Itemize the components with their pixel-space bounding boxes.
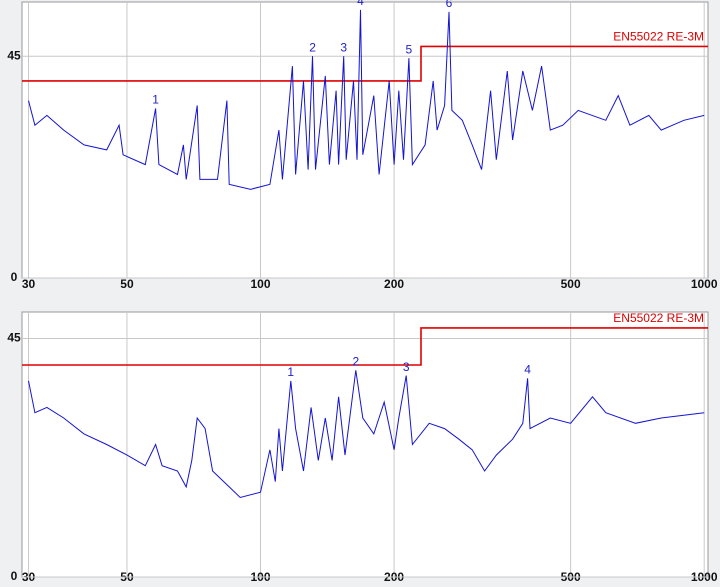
marker-label: 6	[446, 0, 453, 10]
marker-label: 2	[309, 40, 316, 54]
plot-area	[21, 1, 709, 279]
x-tick-label: 30	[22, 277, 36, 291]
trace	[28, 9, 705, 190]
y-tick-label: 0	[11, 270, 18, 284]
x-tick-label: 1000	[691, 277, 718, 291]
marker-label: 5	[406, 42, 413, 56]
limit-label: EN55022 RE-3M	[613, 311, 704, 325]
plot-area	[21, 311, 709, 578]
marker-label: 1	[152, 93, 159, 107]
marker-label: 1	[287, 365, 294, 379]
x-tick-label: 200	[384, 277, 404, 291]
y-tick-label: 0	[11, 569, 18, 583]
marker-label: 4	[357, 0, 364, 8]
limit-line	[22, 45, 708, 82]
marker-label: 2	[352, 354, 359, 368]
marker-label: 3	[340, 40, 347, 54]
limit-line	[22, 327, 708, 366]
x-tick-label: 500	[561, 277, 581, 291]
x-tick-label: 50	[120, 277, 134, 291]
y-tick-label: 45	[7, 331, 21, 345]
limit-label: EN55022 RE-3M	[613, 30, 704, 44]
trace	[28, 370, 705, 499]
x-tick-label: 100	[251, 277, 271, 291]
y-tick-label: 45	[7, 48, 21, 62]
marker-label: 3	[403, 360, 410, 374]
marker-label: 4	[524, 362, 531, 376]
